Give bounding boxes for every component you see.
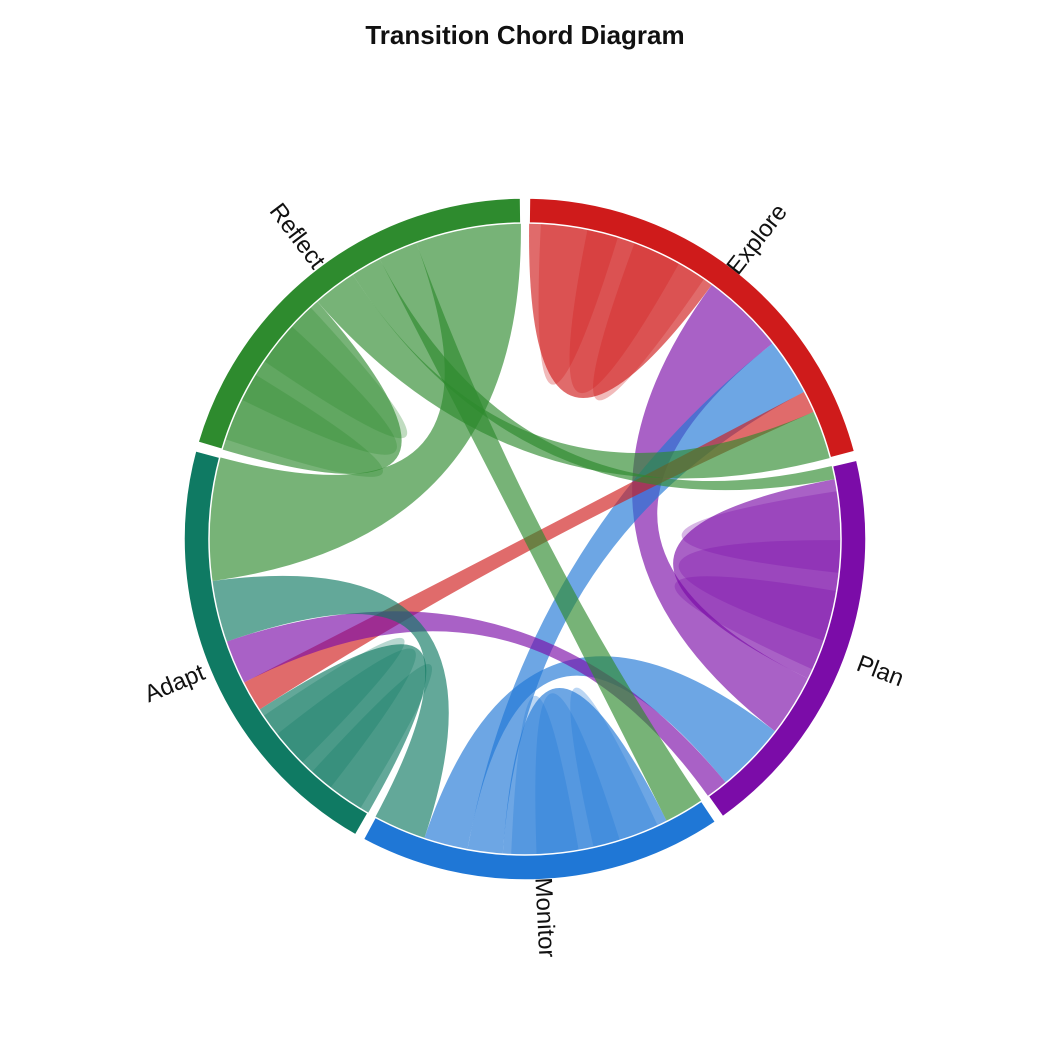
- svg-text:Reflect: Reflect: [264, 198, 331, 274]
- svg-text:Monitor: Monitor: [529, 877, 560, 958]
- svg-text:Adapt: Adapt: [141, 659, 210, 708]
- svg-text:Plan: Plan: [853, 650, 907, 692]
- svg-text:Explore: Explore: [721, 199, 792, 280]
